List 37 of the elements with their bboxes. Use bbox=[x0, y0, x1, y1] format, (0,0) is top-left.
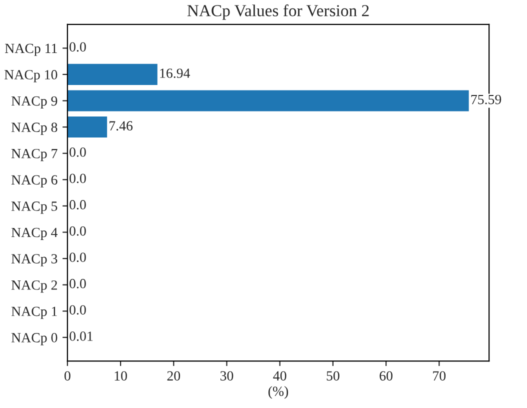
data-label: 0.0 bbox=[70, 305, 86, 315]
y-tick-label: NACp 9 bbox=[11, 96, 58, 109]
data-label: 0.0 bbox=[70, 147, 86, 157]
x-tick-label: 10 bbox=[114, 371, 127, 381]
data-label: 0.0 bbox=[70, 174, 86, 184]
chart-title: NACp Values for Version 2 bbox=[187, 4, 369, 20]
x-axis-title: (%) bbox=[268, 386, 288, 399]
y-tick-label: NACp 1 bbox=[11, 306, 57, 319]
y-tick-label: NACp 8 bbox=[11, 122, 58, 135]
y-tick-label: NACp 2 bbox=[11, 280, 57, 293]
x-tick-label: 0 bbox=[64, 371, 70, 381]
y-tick-label: NACp 4 bbox=[11, 228, 58, 240]
bar bbox=[67, 90, 469, 112]
x-tick-label: 20 bbox=[167, 371, 180, 381]
y-tick-label: NACp 10 bbox=[4, 70, 58, 82]
x-tick-label: 50 bbox=[326, 371, 340, 381]
y-tick-label: NACp 7 bbox=[11, 148, 58, 162]
y-tick-label: NACp 6 bbox=[11, 175, 58, 188]
y-tick-label: NACp 11 bbox=[5, 44, 57, 56]
data-label: 75.59 bbox=[471, 94, 502, 104]
data-label: 16.94 bbox=[160, 68, 190, 78]
data-label: 0.0 bbox=[70, 42, 86, 52]
data-label: 0.0 bbox=[70, 200, 86, 210]
y-tick-label: NACp 3 bbox=[11, 254, 58, 266]
data-label: 7.46 bbox=[110, 121, 133, 131]
bar bbox=[67, 116, 108, 138]
x-tick-label: 70 bbox=[433, 371, 446, 381]
data-label: 0.0 bbox=[70, 226, 86, 236]
data-label: 0.0 bbox=[70, 278, 86, 288]
y-tick-label: NACp 0 bbox=[11, 332, 58, 346]
y-tick-label: NACp 5 bbox=[11, 202, 58, 214]
data-label: 0.0 bbox=[70, 252, 86, 262]
x-tick-label: 30 bbox=[220, 371, 234, 381]
x-tick-label: 60 bbox=[380, 371, 392, 381]
x-tick-label: 40 bbox=[273, 371, 286, 381]
data-label: 0.01 bbox=[70, 332, 93, 341]
bar bbox=[67, 64, 158, 85]
